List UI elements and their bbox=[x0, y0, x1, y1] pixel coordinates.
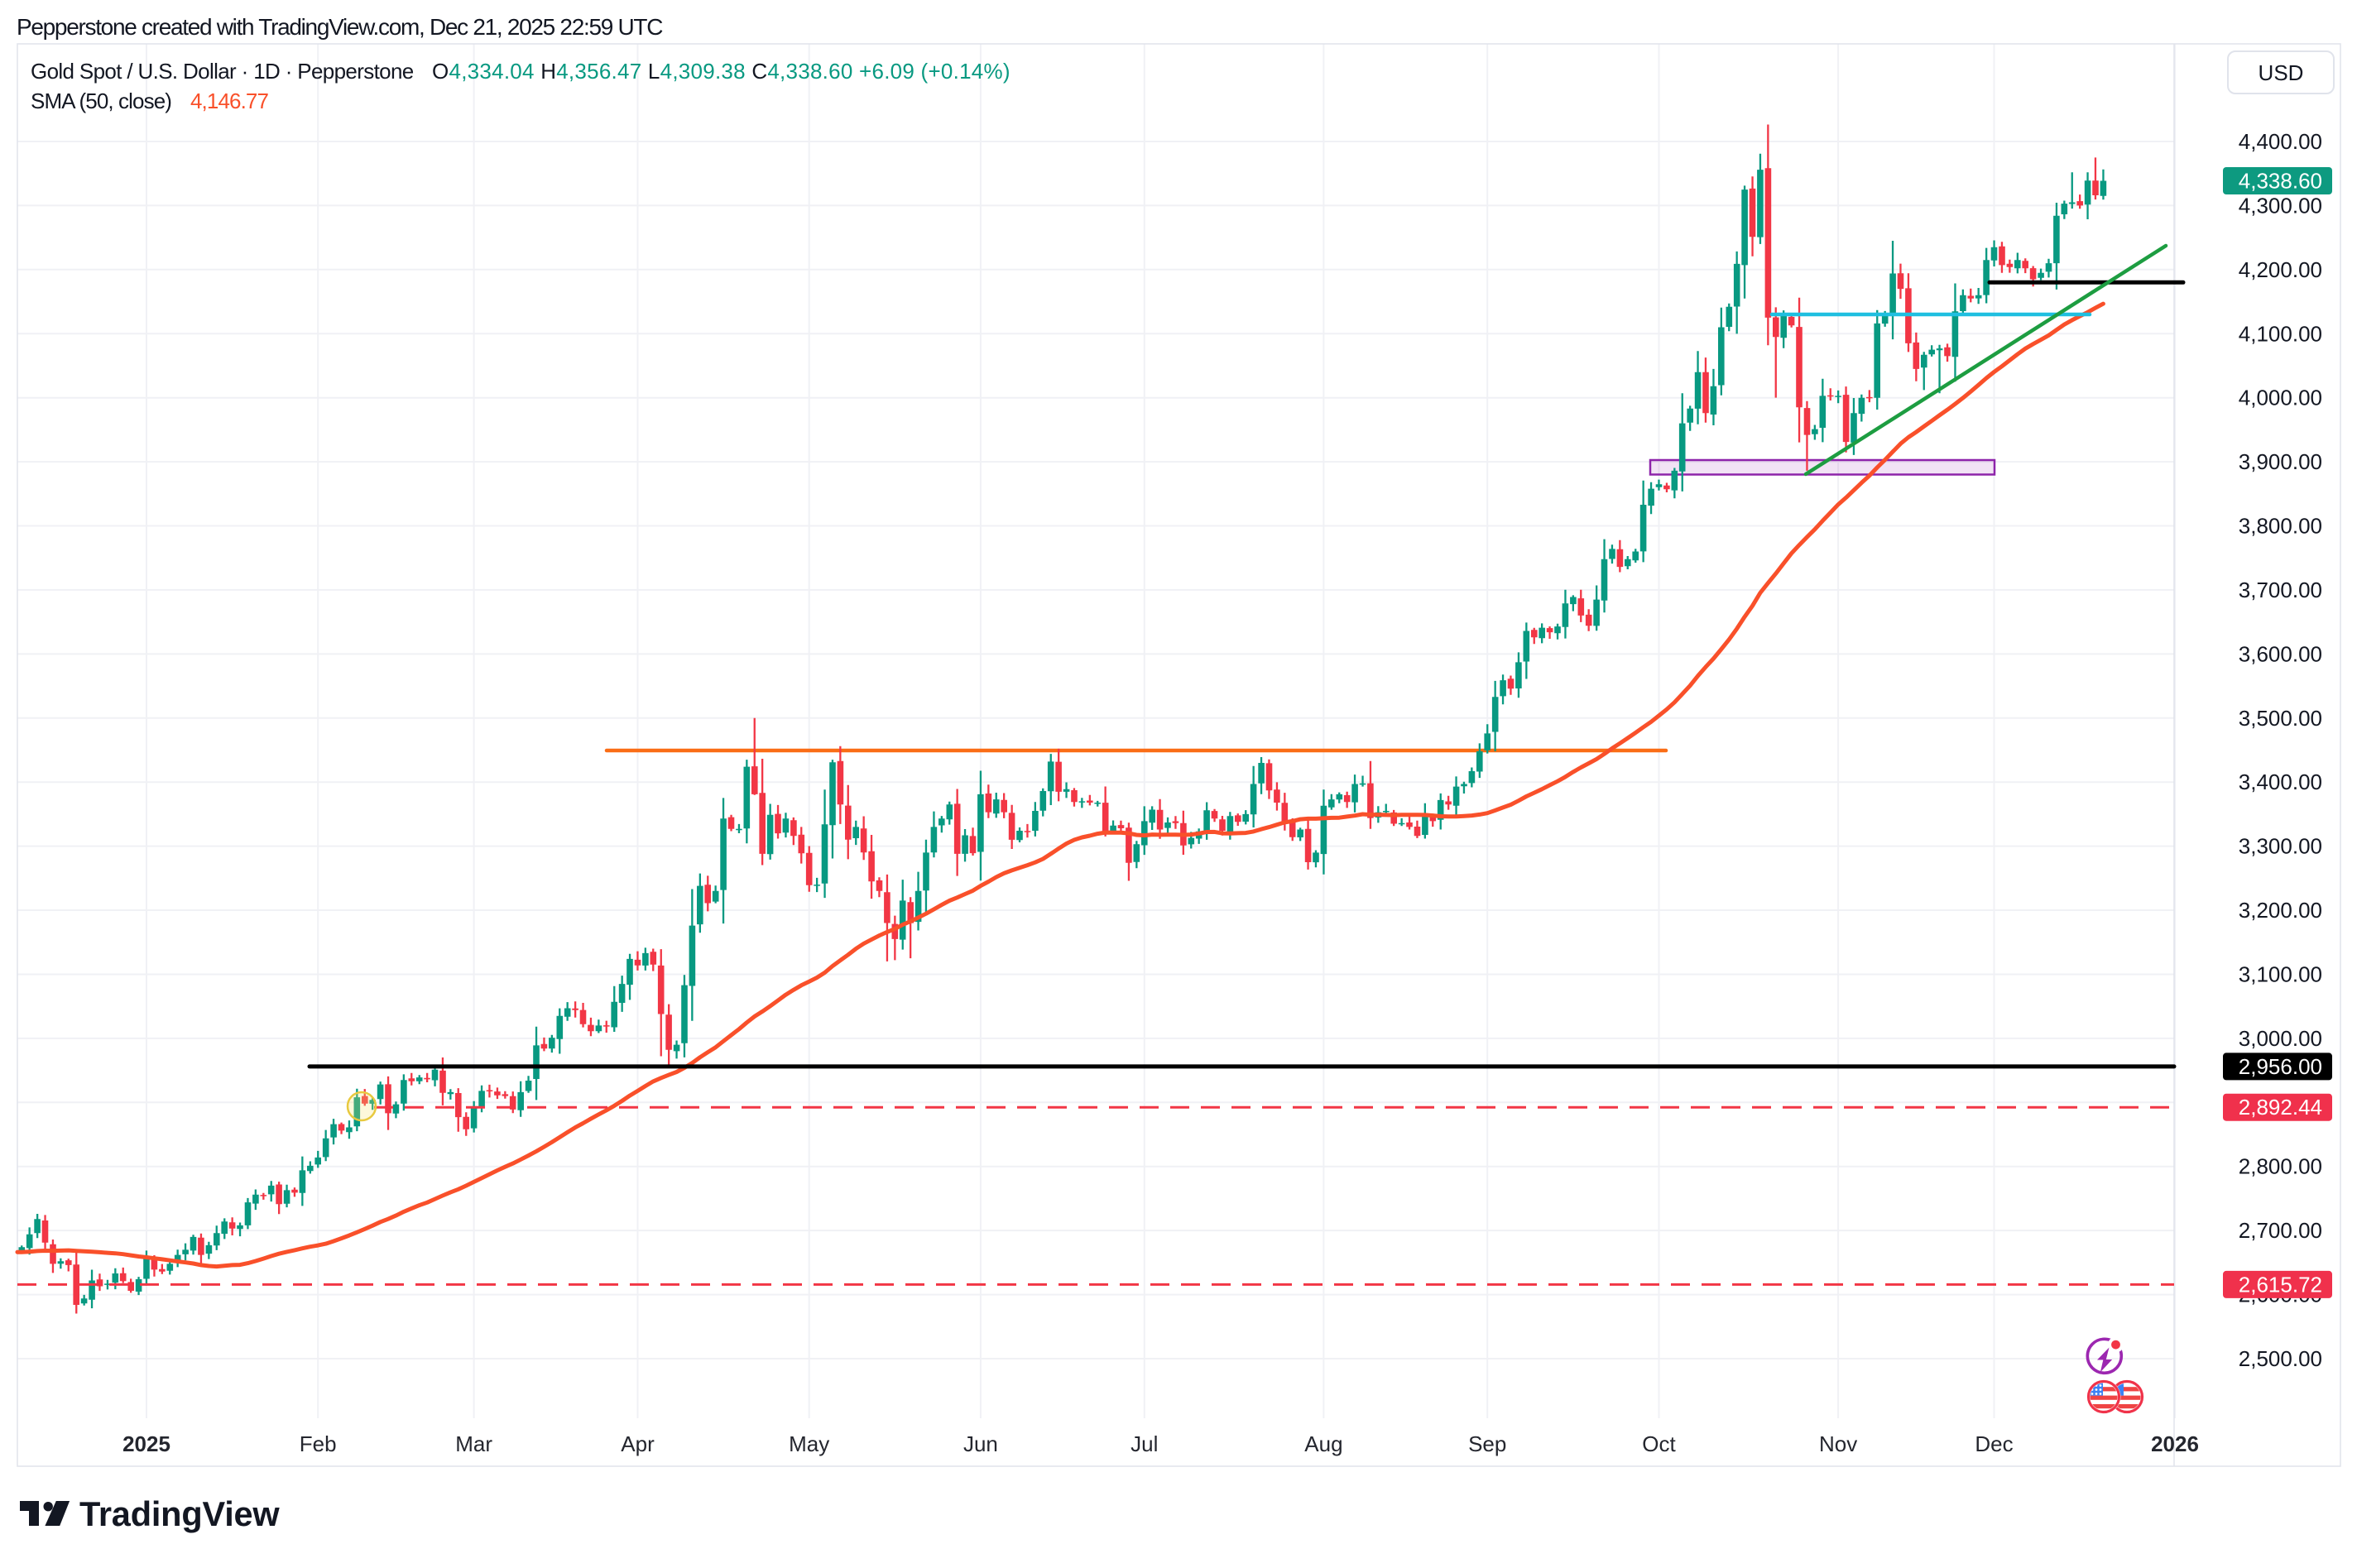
svg-text:Dec: Dec bbox=[1975, 1431, 2013, 1456]
svg-text:Pepperstone created with Tradi: Pepperstone created with TradingView.com… bbox=[17, 14, 663, 40]
svg-text:2,892.44: 2,892.44 bbox=[2239, 1095, 2322, 1120]
svg-text:Jun: Jun bbox=[963, 1431, 998, 1456]
svg-text:TradingView: TradingView bbox=[79, 1494, 280, 1533]
svg-text:2025: 2025 bbox=[122, 1431, 170, 1456]
svg-text:2,615.72: 2,615.72 bbox=[2239, 1272, 2322, 1297]
svg-text:Nov: Nov bbox=[1819, 1431, 1857, 1456]
svg-text:Feb: Feb bbox=[300, 1431, 337, 1456]
svg-text:Mar: Mar bbox=[455, 1431, 492, 1456]
svg-text:SMA (50, close): SMA (50, close) bbox=[31, 89, 171, 113]
svg-text:Sep: Sep bbox=[1468, 1431, 1506, 1456]
svg-text:3,900.00: 3,900.00 bbox=[2239, 449, 2322, 474]
svg-text:4,300.00: 4,300.00 bbox=[2239, 193, 2322, 218]
svg-text:2,956.00: 2,956.00 bbox=[2239, 1054, 2322, 1079]
svg-text:Apr: Apr bbox=[621, 1431, 655, 1456]
svg-text:3,500.00: 3,500.00 bbox=[2239, 706, 2322, 731]
svg-text:3,700.00: 3,700.00 bbox=[2239, 578, 2322, 602]
svg-text:4,338.60: 4,338.60 bbox=[2239, 169, 2322, 194]
svg-text:USD: USD bbox=[2259, 60, 2304, 85]
svg-text:3,100.00: 3,100.00 bbox=[2239, 962, 2322, 987]
svg-text:2,700.00: 2,700.00 bbox=[2239, 1218, 2322, 1243]
svg-text:3,000.00: 3,000.00 bbox=[2239, 1026, 2322, 1051]
svg-text:4,000.00: 4,000.00 bbox=[2239, 386, 2322, 410]
svg-text:2,500.00: 2,500.00 bbox=[2239, 1346, 2322, 1371]
svg-text:Aug: Aug bbox=[1304, 1431, 1342, 1456]
svg-text:3,800.00: 3,800.00 bbox=[2239, 514, 2322, 539]
svg-text:3,200.00: 3,200.00 bbox=[2239, 898, 2322, 923]
svg-text:2026: 2026 bbox=[2151, 1431, 2199, 1456]
svg-text:3,300.00: 3,300.00 bbox=[2239, 834, 2322, 859]
svg-text:May: May bbox=[789, 1431, 829, 1456]
svg-text:2,800.00: 2,800.00 bbox=[2239, 1154, 2322, 1179]
svg-text:Gold Spot / U.S. Dollar · 1D ·: Gold Spot / U.S. Dollar · 1D · Peppersto… bbox=[31, 59, 1010, 84]
svg-text:3,600.00: 3,600.00 bbox=[2239, 641, 2322, 666]
svg-text:4,100.00: 4,100.00 bbox=[2239, 321, 2322, 346]
svg-text:4,146.77: 4,146.77 bbox=[190, 89, 268, 113]
svg-text:4,400.00: 4,400.00 bbox=[2239, 129, 2322, 154]
svg-text:Oct: Oct bbox=[1642, 1431, 1676, 1456]
svg-text:Jul: Jul bbox=[1130, 1431, 1158, 1456]
svg-text:3,400.00: 3,400.00 bbox=[2239, 770, 2322, 794]
svg-text:4,200.00: 4,200.00 bbox=[2239, 257, 2322, 282]
